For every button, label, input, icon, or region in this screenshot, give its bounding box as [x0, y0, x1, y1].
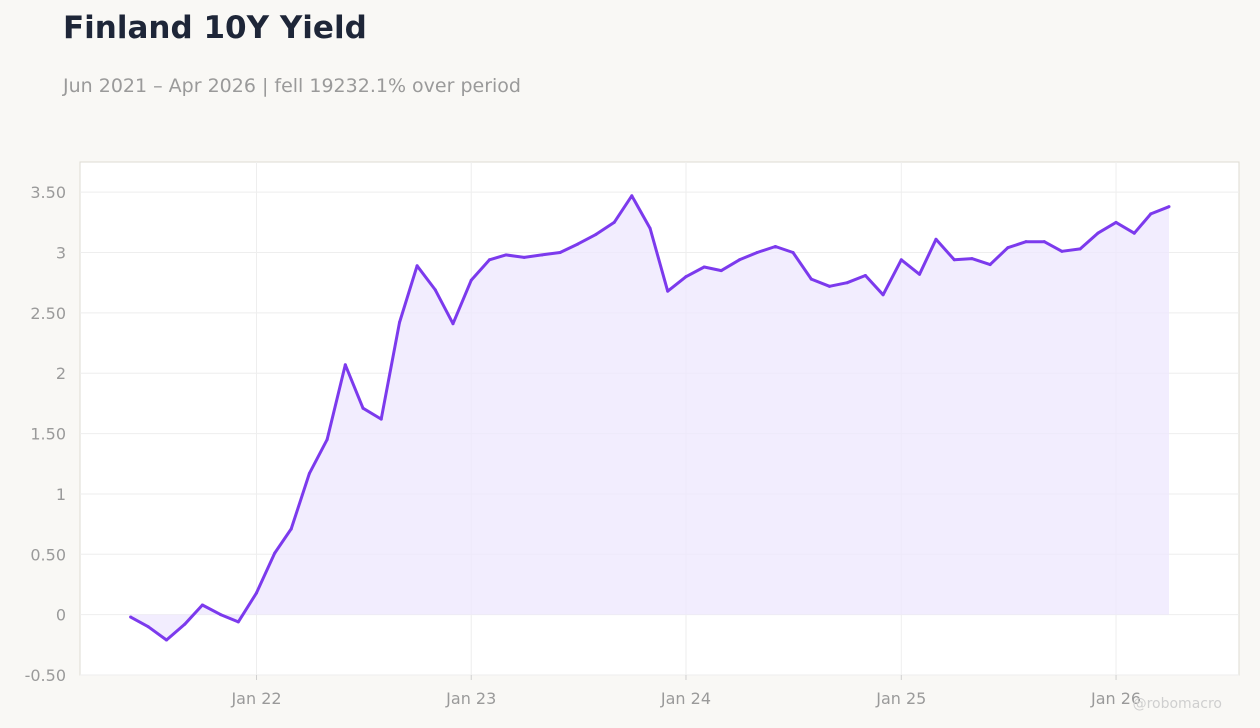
data-point: [343, 363, 347, 367]
data-point: [899, 258, 903, 262]
data-point: [576, 242, 580, 246]
data-point: [451, 322, 455, 326]
data-point: [612, 220, 616, 224]
y-tick-label: 1: [56, 485, 66, 504]
y-tick-label: 3: [56, 244, 66, 263]
x-tick-label: Jan 25: [875, 689, 926, 708]
y-axis-ticks: -0.50 0 0.50 1 1.50 2 2.50 3 3.50: [25, 183, 66, 685]
data-point: [684, 275, 688, 279]
data-point: [719, 269, 723, 273]
watermark: @robomacro: [1132, 696, 1222, 712]
data-point: [1149, 212, 1153, 216]
data-point: [828, 284, 832, 288]
data-point: [845, 281, 849, 285]
data-point: [952, 258, 956, 262]
x-tick-label: Jan 26: [1090, 689, 1141, 708]
x-axis-ticks: Jan 22 Jan 23 Jan 24 Jan 25 Jan 26: [230, 675, 1141, 708]
data-point: [433, 288, 437, 292]
data-point: [809, 277, 813, 281]
y-tick-label: 0.50: [30, 545, 66, 564]
data-point: [791, 251, 795, 255]
data-point: [1060, 249, 1064, 253]
data-point: [522, 255, 526, 259]
data-point: [397, 321, 401, 325]
yield-area-fill: [130, 195, 1170, 641]
y-tick-label: 1.50: [30, 425, 66, 444]
data-point: [236, 620, 240, 624]
data-point: [1114, 220, 1118, 224]
data-points: [129, 194, 1171, 642]
data-point: [469, 278, 473, 282]
data-point: [361, 406, 365, 410]
x-tick-label: Jan 24: [660, 689, 711, 708]
data-point: [1096, 231, 1100, 235]
data-point: [863, 273, 867, 277]
chart-subtitle: Jun 2021 – Apr 2026 | fell 19232.1% over…: [63, 75, 521, 97]
data-point: [755, 251, 759, 255]
data-point: [1006, 246, 1010, 250]
y-tick-label: 2.50: [30, 304, 66, 323]
data-point: [415, 264, 419, 268]
data-point: [146, 625, 150, 629]
chart-title: Finland 10Y Yield: [63, 10, 367, 46]
data-point: [129, 615, 133, 619]
data-point: [200, 603, 204, 607]
data-point: [970, 257, 974, 261]
data-point: [773, 244, 777, 248]
data-point: [289, 527, 293, 531]
y-tick-label: -0.50: [25, 666, 66, 685]
data-point: [630, 194, 634, 198]
data-point: [558, 251, 562, 255]
data-point: [918, 272, 922, 276]
data-point: [379, 417, 383, 421]
y-tick-label: 3.50: [30, 183, 66, 202]
data-point: [881, 293, 885, 297]
data-point: [1132, 231, 1136, 235]
data-point: [325, 438, 329, 442]
data-point: [504, 253, 508, 257]
data-point: [738, 258, 742, 262]
data-point: [934, 237, 938, 241]
data-point: [219, 613, 223, 617]
data-point: [307, 471, 311, 475]
x-tick-label: Jan 22: [230, 689, 281, 708]
data-point: [183, 622, 187, 626]
data-point: [648, 226, 652, 230]
y-tick-label: 0: [56, 606, 66, 625]
data-point: [164, 638, 168, 642]
data-point: [702, 265, 706, 269]
data-point: [540, 253, 544, 257]
data-point: [1042, 240, 1046, 244]
y-tick-label: 2: [56, 364, 66, 383]
data-point: [988, 263, 992, 267]
data-point: [594, 232, 598, 236]
x-tick-label: Jan 23: [445, 689, 496, 708]
data-point: [1167, 205, 1171, 209]
data-point: [487, 258, 491, 262]
data-point: [1078, 247, 1082, 251]
data-point: [1024, 240, 1028, 244]
data-point: [666, 289, 670, 293]
data-point: [273, 551, 277, 555]
data-point: [254, 591, 258, 595]
